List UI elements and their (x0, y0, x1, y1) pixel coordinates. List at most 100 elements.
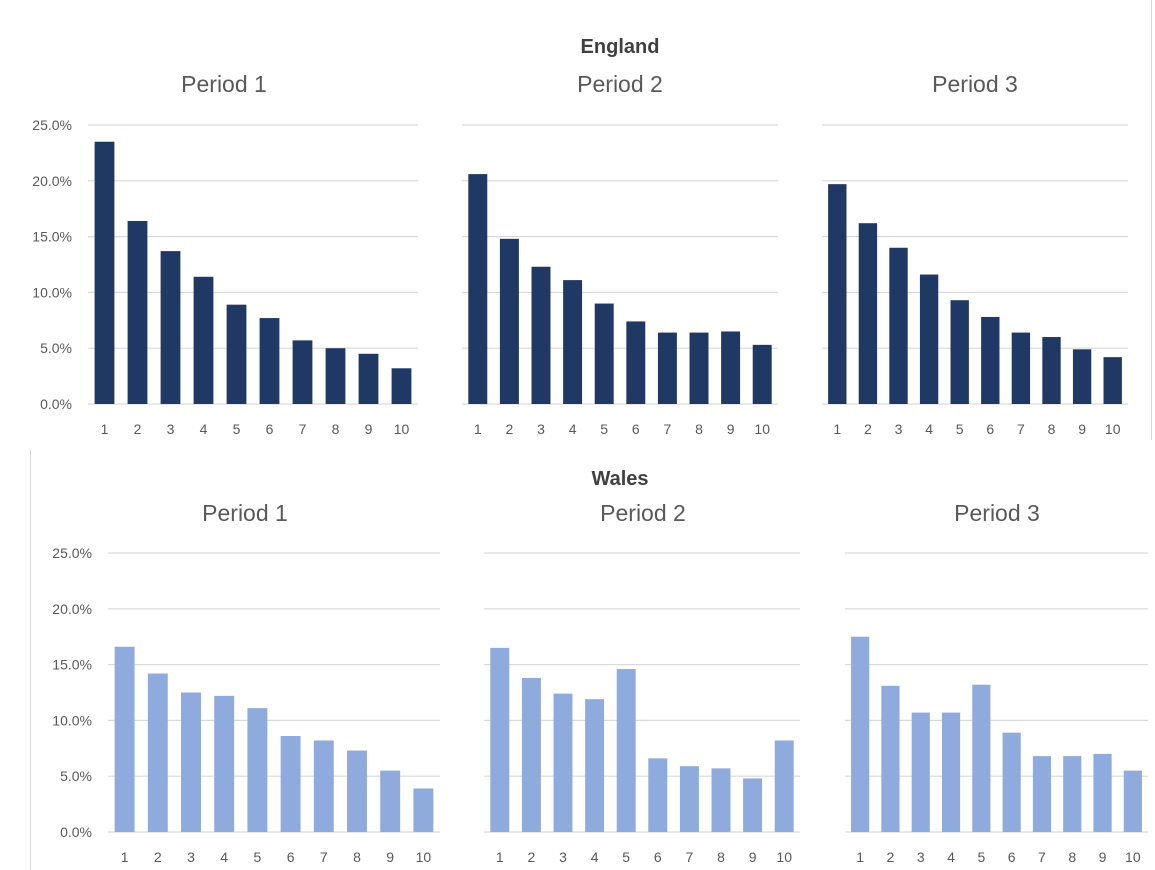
wales-p1-bar (181, 692, 201, 832)
wales-p1-ytick-label: 15.0% (52, 657, 92, 673)
england-p2-bar (721, 331, 741, 404)
england-p3-bar (889, 247, 908, 404)
england-section: England Period 1 0.0% 5.0% 10.0% 15.0% 20.0% 2… (32, 36, 1128, 437)
england-p3-bar (981, 316, 1000, 404)
england-charts: Period 1 0.0% 5.0% 10.0% 15.0% 20.0% 25.0% 1 2 3 4… (32, 71, 1128, 437)
england-p3-bar (858, 223, 878, 404)
wales-p2-bar (774, 740, 794, 832)
wales-p3-title: Period 3 (954, 500, 1040, 526)
wales-p1-ytick-label: 10.0% (52, 712, 92, 728)
england-p2-bar (531, 266, 551, 404)
england-p1-title: Period 1 (181, 71, 267, 97)
england-p2-chart: Period 2 1 2 3 4 5 6 7 8 9 10 (462, 71, 778, 437)
england-p1-ytick-label: 15.0% (32, 229, 72, 245)
wales-p3-xtick-label: 9 (1099, 849, 1107, 865)
england-p3-title: Period 3 (932, 71, 1018, 97)
wales-p1-xtick-label: 8 (353, 849, 361, 865)
england-p3-bar (1042, 337, 1061, 404)
england-p2-title: Period 2 (577, 71, 663, 97)
england-p1-xtick-label: 2 (134, 421, 142, 437)
wales-p3-xtick-label: 1 (856, 849, 864, 865)
england-p3-xtick-label: 6 (986, 421, 994, 437)
england-p1-bar (127, 220, 148, 404)
wales-p1-xtick-label: 4 (220, 849, 228, 865)
wales-p3-bar (1123, 770, 1142, 832)
england-p3-bar (1072, 349, 1092, 404)
england-p1-ytick-label: 10.0% (32, 284, 72, 300)
england-p2-bar (752, 344, 772, 404)
wales-p2-bar (521, 677, 541, 832)
england-p1-chart: Period 1 0.0% 5.0% 10.0% 15.0% 20.0% 25.0% 1 2 3 4… (32, 71, 418, 437)
wales-p3-xtick-label: 6 (1008, 849, 1016, 865)
wales-p1-ytick-label: 20.0% (52, 601, 92, 617)
wales-p1-ytick-label: 25.0% (52, 545, 92, 561)
england-p2-bar (689, 332, 709, 404)
wales-p2-bar (743, 778, 763, 832)
wales-p2-bar (553, 693, 573, 832)
england-p1-xtick-label: 5 (233, 421, 241, 437)
england-p2-xtick-label: 4 (569, 421, 577, 437)
wales-p1-xtick-label: 5 (254, 849, 262, 865)
wales-section: Wales Period 1 0.0% 5.0% 10.0% 15.0% 20.0% 25.… (0, 448, 1155, 870)
wales-p3-xtick-label: 4 (947, 849, 955, 865)
england-p2-bar (563, 280, 583, 404)
wales-p2-chart: Period 2 1 2 3 4 5 6 7 8 9 10 (484, 500, 800, 865)
wales-p3-bar (851, 636, 870, 832)
england-p1-bar (226, 304, 247, 404)
wales-p3-bar (941, 712, 961, 832)
wales-p1-bar (313, 740, 334, 832)
wales-p2-xtick-label: 1 (496, 849, 504, 865)
england-p1-bar (160, 251, 181, 404)
wales-p1-bar (214, 695, 235, 832)
wales-p2-xtick-label: 8 (717, 849, 725, 865)
wales-p2-xtick-label: 4 (591, 849, 599, 865)
wales-p3-xtick-label: 7 (1038, 849, 1046, 865)
wales-p1-ytick-label: 5.0% (60, 768, 92, 784)
england-p3-xtick-label: 7 (1017, 421, 1025, 437)
england-p2-xtick-label: 10 (754, 421, 770, 437)
england-p1-bar (325, 348, 346, 404)
england-p3-xtick-label: 1 (833, 421, 841, 437)
england-p2-bar (594, 303, 614, 404)
wales-p1-bar (413, 788, 434, 832)
england-p3-xtick-label: 3 (895, 421, 903, 437)
england-p2-xtick-label: 3 (537, 421, 545, 437)
wales-p1-bar (380, 770, 401, 832)
england-p2-bar (468, 174, 488, 404)
england-p2-xtick-label: 1 (474, 421, 482, 437)
england-p1-bar (94, 141, 115, 405)
england-p1-ytick-label: 5.0% (40, 340, 72, 356)
wales-p3-xtick-label: 5 (977, 849, 985, 865)
wales-p2-xtick-label: 6 (654, 849, 662, 865)
wales-p1-xtick-label: 2 (154, 849, 162, 865)
wales-p1-ytick-label: 0.0% (60, 824, 92, 840)
england-p3-bar (1011, 332, 1031, 404)
wales-p2-xtick-label: 3 (559, 849, 567, 865)
wales-p3-bar (1093, 753, 1112, 832)
england-p1-xtick-label: 4 (200, 421, 208, 437)
wales-p1-chart: Period 1 0.0% 5.0% 10.0% 15.0% 20.0% 25.0% 1 2 3 4… (52, 500, 440, 865)
wales-p1-bar (347, 750, 367, 832)
england-p2-bar (657, 332, 677, 404)
wales-title: Wales (591, 468, 649, 490)
wales-p2-xtick-label: 9 (749, 849, 757, 865)
england-p3-bar (828, 184, 847, 404)
wales-p1-bar (280, 736, 301, 832)
wales-p2-xtick-label: 10 (776, 849, 792, 865)
wales-p2-xtick-label: 7 (686, 849, 694, 865)
england-p2-xtick-label: 6 (632, 421, 640, 437)
wales-p3-bar (972, 684, 991, 832)
wales-p2-xtick-label: 2 (528, 849, 536, 865)
england-p3-xtick-label: 9 (1078, 421, 1086, 437)
wales-p1-xtick-label: 6 (287, 849, 295, 865)
england-p1-bar (292, 340, 313, 404)
wales-p1-xtick-label: 10 (416, 849, 432, 865)
england-p1-xtick-label: 8 (332, 421, 340, 437)
wales-p2-xtick-label: 5 (622, 849, 630, 865)
england-p1-bar (193, 276, 214, 404)
wales-p1-xtick-label: 7 (320, 849, 328, 865)
england-p1-xtick-label: 9 (365, 421, 373, 437)
england-p2-xtick-label: 9 (727, 421, 735, 437)
wales-p1-xtick-label: 1 (121, 849, 129, 865)
england-p1-xtick-label: 10 (394, 421, 410, 437)
